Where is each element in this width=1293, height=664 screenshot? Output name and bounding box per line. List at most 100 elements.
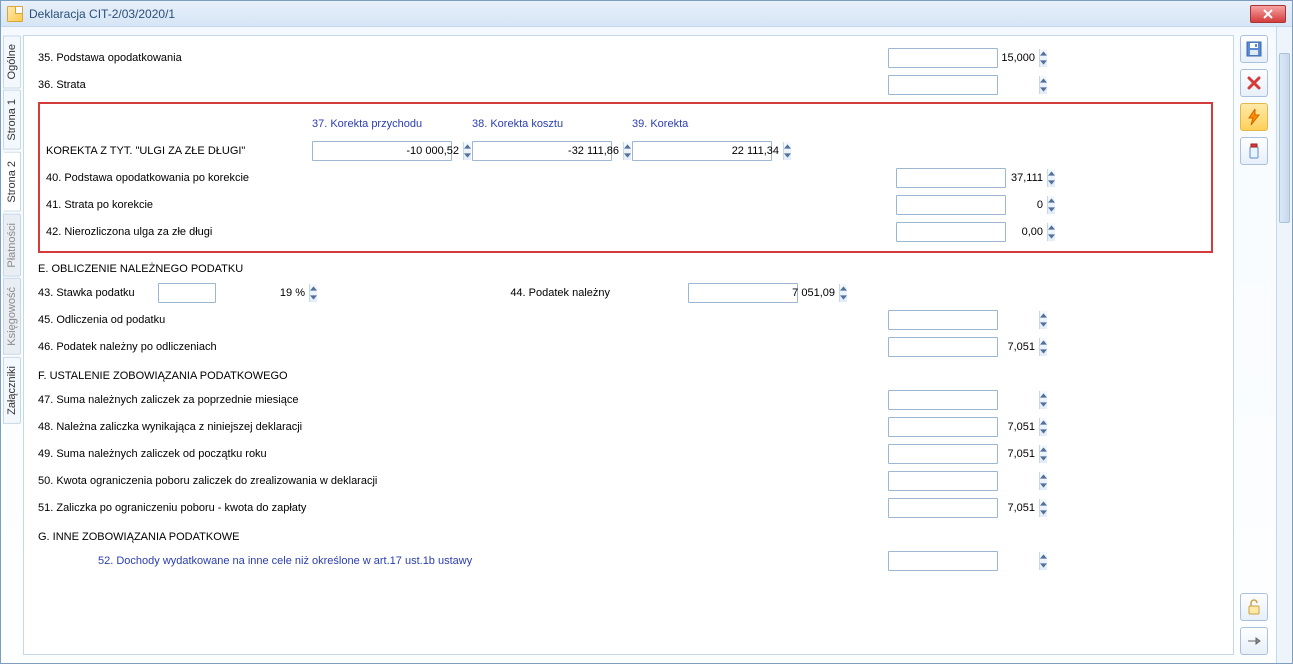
spin-up-icon[interactable] [1048, 223, 1055, 232]
tab-ogolne[interactable]: Ogólne [3, 35, 21, 88]
field-46[interactable] [888, 337, 998, 357]
tab-ksiegowosc[interactable]: Księgowość [3, 278, 21, 355]
input-48[interactable] [889, 418, 1039, 436]
input-36[interactable] [889, 76, 1039, 94]
spin-down-icon[interactable] [1040, 85, 1047, 94]
field-39[interactable] [632, 141, 772, 161]
spin-up-icon[interactable] [310, 284, 317, 293]
spin-up-icon[interactable] [1040, 49, 1047, 58]
spin-down-icon[interactable] [1040, 400, 1047, 409]
field-50[interactable] [888, 471, 998, 491]
input-50[interactable] [889, 472, 1039, 490]
spin-up-icon[interactable] [1048, 169, 1055, 178]
input-40[interactable] [897, 169, 1047, 187]
input-52[interactable] [889, 552, 1039, 570]
field-42[interactable] [896, 222, 1006, 242]
field-52[interactable] [888, 551, 998, 571]
input-47[interactable] [889, 391, 1039, 409]
spin-up-icon[interactable] [1040, 338, 1047, 347]
spin-down-icon[interactable] [310, 293, 317, 302]
spin-down-icon[interactable] [1048, 205, 1055, 214]
label-44: 44. Podatek należny [498, 287, 618, 299]
field-41[interactable] [896, 195, 1006, 215]
input-43[interactable] [159, 284, 309, 302]
save-button[interactable] [1240, 35, 1268, 63]
input-42[interactable] [897, 223, 1047, 241]
input-49[interactable] [889, 445, 1039, 463]
spin-up-icon[interactable] [784, 142, 791, 151]
scrollbar-thumb[interactable] [1279, 53, 1290, 223]
input-35[interactable] [889, 49, 1039, 67]
jar-button[interactable] [1240, 137, 1268, 165]
label-46: 46. Podatek należny po odliczeniach [38, 341, 638, 353]
field-45[interactable] [888, 310, 998, 330]
row-52: 52. Dochody wydatkowane na inne cele niż… [38, 547, 1213, 574]
spin-down-icon[interactable] [1040, 561, 1047, 570]
spin-up-icon[interactable] [1040, 552, 1047, 561]
input-37[interactable] [313, 142, 463, 160]
field-37[interactable] [312, 141, 452, 161]
delete-button[interactable] [1240, 69, 1268, 97]
spin-down-icon[interactable] [1040, 481, 1047, 490]
label-48: 48. Należna zaliczka wynikająca z niniej… [38, 421, 638, 433]
input-41[interactable] [897, 196, 1047, 214]
tab-strona2[interactable]: Strona 2 [3, 152, 21, 212]
spin-down-icon[interactable] [1040, 427, 1047, 436]
spin-up-icon[interactable] [464, 142, 471, 151]
pin-button[interactable] [1240, 627, 1268, 655]
field-49[interactable] [888, 444, 998, 464]
tab-zalaczniki[interactable]: Załączniki [3, 357, 21, 424]
spin-down-icon[interactable] [1048, 232, 1055, 241]
spin-down-icon[interactable] [1040, 508, 1047, 517]
lightning-icon [1247, 109, 1261, 125]
section-f: F. USTALENIE ZOBOWIĄZANIA PODATKOWEGO [38, 370, 1213, 382]
field-35[interactable] [888, 48, 998, 68]
spin-up-icon[interactable] [1040, 445, 1047, 454]
window-title: Deklaracja CIT-2/03/2020/1 [29, 7, 1250, 21]
tab-strona1[interactable]: Strona 1 [3, 90, 21, 150]
field-48[interactable] [888, 417, 998, 437]
spin-up-icon[interactable] [1040, 499, 1047, 508]
spin-up-icon[interactable] [1040, 391, 1047, 400]
field-36[interactable] [888, 75, 998, 95]
spin-down-icon[interactable] [1040, 58, 1047, 67]
spin-down-icon[interactable] [1048, 178, 1055, 187]
field-38[interactable] [472, 141, 612, 161]
close-button[interactable] [1250, 5, 1286, 23]
spin-down-icon[interactable] [840, 293, 847, 302]
spin-up-icon[interactable] [1040, 472, 1047, 481]
spin-down-icon[interactable] [624, 151, 631, 160]
spin-up-icon[interactable] [1040, 311, 1047, 320]
spin-up-icon[interactable] [1040, 76, 1047, 85]
input-44[interactable] [689, 284, 839, 302]
section-g: G. INNE ZOBOWIĄZANIA PODATKOWE [38, 531, 1213, 543]
spin-up-icon[interactable] [1040, 418, 1047, 427]
row-43-44: 43. Stawka podatku 44. Podatek należny [38, 279, 1213, 306]
spin-down-icon[interactable] [1040, 454, 1047, 463]
spin-down-icon[interactable] [1040, 320, 1047, 329]
field-47[interactable] [888, 390, 998, 410]
input-39[interactable] [633, 142, 783, 160]
spin-up-icon[interactable] [840, 284, 847, 293]
scrollbar[interactable] [1276, 27, 1292, 663]
input-51[interactable] [889, 499, 1039, 517]
spin-up-icon[interactable] [1048, 196, 1055, 205]
input-38[interactable] [473, 142, 623, 160]
pin-icon [1247, 634, 1261, 648]
field-51[interactable] [888, 498, 998, 518]
spin-down-icon[interactable] [784, 151, 791, 160]
lightning-button[interactable] [1240, 103, 1268, 131]
spin-down-icon[interactable] [1040, 347, 1047, 356]
field-43[interactable] [158, 283, 216, 303]
unlock-button[interactable] [1240, 593, 1268, 621]
header-38: 38. Korekta kosztu [472, 118, 632, 130]
spin-up-icon[interactable] [624, 142, 631, 151]
input-46[interactable] [889, 338, 1039, 356]
row-49: 49. Suma należnych zaliczek od początku … [38, 440, 1213, 467]
field-40[interactable] [896, 168, 1006, 188]
input-45[interactable] [889, 311, 1039, 329]
tab-platnosci[interactable]: Płatności [3, 214, 21, 277]
spin-down-icon[interactable] [464, 151, 471, 160]
field-44[interactable] [688, 283, 798, 303]
row-41: 41. Strata po korekcie [46, 191, 1203, 218]
